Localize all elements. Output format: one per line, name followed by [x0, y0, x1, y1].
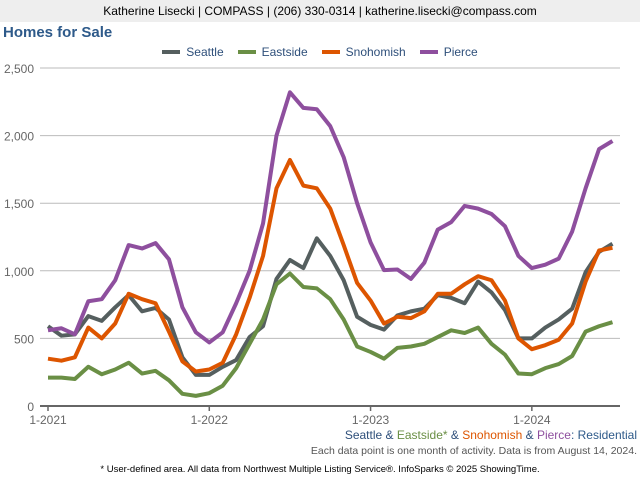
legend-swatch [162, 50, 181, 54]
footnote: * User-defined area. All data from North… [100, 464, 540, 475]
legend-label: Snohomish [345, 45, 406, 59]
sub-eastside: Eastside* [396, 428, 448, 442]
data-note: Each data point is one month of activity… [310, 445, 637, 457]
legend-item-seattle: Seattle [162, 45, 224, 59]
y-tick-label: 2,000 [4, 130, 34, 144]
contact-bar: Katherine Lisecki | COMPASS | (206) 330-… [0, 0, 640, 22]
legend-swatch [419, 50, 438, 54]
chart-subtitle: Seattle & Eastside* & Snohomish & Pierce… [345, 428, 637, 442]
legend-item-snohomish: Snohomish [321, 45, 406, 59]
sub-amp: & [447, 428, 463, 442]
sub-amp: & [382, 428, 397, 442]
legend-item-pierce: Pierce [419, 45, 478, 59]
legend-swatch [321, 50, 340, 54]
x-tick-label: 1-2021 [29, 413, 67, 427]
sub-residential: : Residential [570, 428, 637, 442]
legend-item-eastside: Eastside [237, 45, 308, 59]
x-tick-label: 1-2023 [352, 413, 390, 427]
y-tick-label: 1,000 [4, 265, 34, 279]
sub-seattle: Seattle [344, 428, 383, 442]
legend: Seattle Eastside Snohomish Pierce [0, 45, 640, 59]
y-tick-label: 2,500 [4, 62, 34, 76]
y-tick-label: 1,500 [4, 197, 34, 211]
sub-amp: & [522, 428, 537, 442]
legend-swatch [237, 50, 256, 54]
x-tick-label: 1-2022 [191, 413, 229, 427]
y-tick-label: 500 [14, 332, 34, 346]
series-line-pierce [47, 90, 614, 345]
y-tick-label: 0 [27, 400, 34, 414]
legend-label: Seattle [186, 45, 224, 59]
legend-label: Pierce [443, 45, 478, 59]
series-line-snohomish [47, 157, 613, 374]
legend-label: Eastside [261, 45, 308, 59]
sub-snohomish: Snohomish [462, 428, 523, 442]
series-line-seattle [46, 236, 614, 377]
chart-title: Homes for Sale [3, 24, 113, 41]
series-line-eastside [48, 271, 614, 398]
sub-pierce: Pierce [536, 428, 571, 442]
x-tick-label: 1-2024 [513, 413, 551, 427]
